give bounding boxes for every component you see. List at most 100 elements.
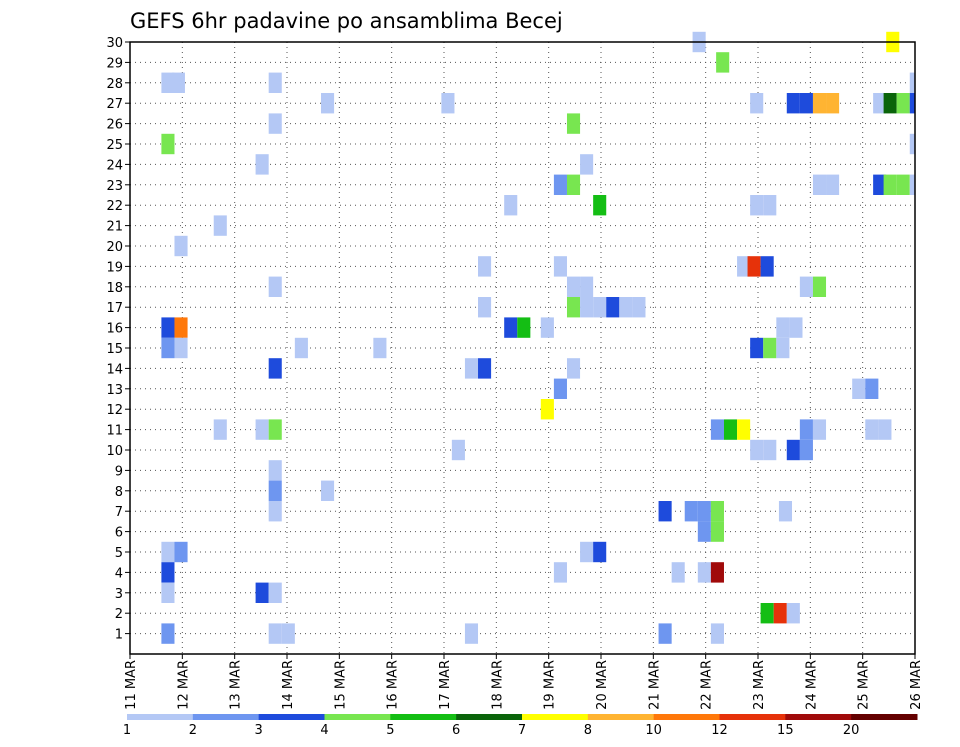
heatmap-cell <box>878 419 892 440</box>
y-tick-label: 4 <box>115 566 123 581</box>
heatmap-cell <box>812 419 827 440</box>
y-tick-label: 15 <box>106 342 123 357</box>
heatmap-cell <box>161 337 175 359</box>
heatmap-cell <box>760 603 774 624</box>
x-tick-label: 13 MAR <box>229 660 244 710</box>
heatmap-cell <box>763 195 777 216</box>
chart-title: GEFS 6hr padavine po ansamblima Becej <box>130 9 563 33</box>
heatmap-cell <box>504 317 518 338</box>
colorbar-label: 6 <box>452 723 460 738</box>
colorbar-segment <box>258 714 325 720</box>
heatmap-cell <box>464 623 479 644</box>
heatmap-cell <box>786 439 800 461</box>
heatmap-cell <box>268 113 282 134</box>
colorbar-segment <box>390 714 457 720</box>
heatmap-cell <box>161 562 175 583</box>
y-tick-label: 25 <box>106 138 123 153</box>
heatmap-cell <box>606 297 620 318</box>
heatmap-cell <box>909 174 915 195</box>
colorbar-segment <box>324 714 391 720</box>
heatmap-cell <box>580 297 594 318</box>
heatmap-cell <box>174 541 188 563</box>
heatmap-cell <box>723 419 738 440</box>
heatmap-cell <box>909 133 915 155</box>
heatmap-cell <box>294 337 308 359</box>
heatmap-cell <box>553 562 567 583</box>
heatmap-cell <box>716 52 730 73</box>
heatmap-cell <box>778 501 793 522</box>
x-tick-label: 12 MAR <box>176 660 191 710</box>
heatmap-cell <box>268 358 282 379</box>
x-tick-label: 15 MAR <box>333 660 348 710</box>
y-tick-label: 21 <box>106 220 123 235</box>
x-tick-label: 22 MAR <box>700 660 715 710</box>
y-tick-label: 28 <box>106 77 123 92</box>
heatmap-cell <box>909 72 915 93</box>
heatmap-cell <box>161 623 175 644</box>
colorbar-segment <box>851 714 918 720</box>
x-axis: 11 MAR 12 MAR 13 MAR 14 MAR 15 MAR 16 MAR 17 M… <box>124 654 924 710</box>
heatmap-cell <box>763 337 777 359</box>
heatmap-cell <box>566 358 581 379</box>
heatmap-cell <box>321 93 335 114</box>
heatmap-cell <box>896 174 910 195</box>
heatmap-cell <box>174 317 188 338</box>
colorbar-segment <box>587 714 655 720</box>
heatmap-cell <box>161 317 175 338</box>
heatmap-cell <box>812 276 827 297</box>
heatmap-cell <box>873 93 887 114</box>
heatmap-cell <box>255 154 269 175</box>
heatmap-cell <box>268 419 282 440</box>
heatmap-cell <box>580 154 594 175</box>
heatmap-cell <box>789 317 803 338</box>
heatmap-cell <box>799 276 813 297</box>
heatmap-cell <box>710 562 724 583</box>
colorbar-segment <box>653 714 720 720</box>
heatmap-cell <box>171 72 185 93</box>
heatmap-cell <box>865 419 879 440</box>
colorbar-label: 1 <box>123 723 131 738</box>
heatmap-cell <box>553 256 567 277</box>
heatmap-cell <box>566 297 581 318</box>
heatmap-cell <box>268 501 282 522</box>
heatmap-cell <box>883 93 897 114</box>
heatmap-cell <box>826 93 840 114</box>
y-tick-label: 5 <box>115 546 123 561</box>
y-tick-label: 24 <box>106 158 123 173</box>
heatmap-cell <box>737 256 751 277</box>
colorbar-label: 20 <box>843 723 860 738</box>
heatmap-cell <box>268 276 282 297</box>
heatmap-cell <box>373 337 387 359</box>
heatmap-cell <box>812 174 827 195</box>
colorbar-label: 4 <box>320 723 328 738</box>
heatmap-cell <box>566 276 581 297</box>
heatmap-cell <box>268 460 282 481</box>
x-tick-label: 20 MAR <box>595 660 610 710</box>
heatmap-cell <box>632 297 646 318</box>
x-tick-label: 23 MAR <box>752 660 767 710</box>
heatmap-cell <box>697 562 711 583</box>
heatmap-cell <box>451 439 465 461</box>
heatmap-cell <box>593 541 607 563</box>
heatmap-cell <box>896 93 910 114</box>
y-tick-label: 23 <box>106 179 123 194</box>
heatmap-cell <box>710 419 724 440</box>
heatmap-cell <box>697 521 711 542</box>
colorbar-segment <box>719 714 786 720</box>
y-tick-label: 26 <box>106 118 123 133</box>
heatmap-cell <box>776 337 790 359</box>
cells-layer <box>161 31 915 644</box>
y-tick-label: 30 <box>106 36 123 51</box>
heatmap-cell <box>799 419 813 440</box>
heatmap-cell <box>593 195 607 216</box>
y-tick-label: 14 <box>106 362 123 377</box>
heatmap-cell <box>671 562 685 583</box>
heatmap-cell <box>684 501 698 522</box>
grid-layer <box>130 41 915 654</box>
heatmap-cell <box>852 378 866 399</box>
y-tick-label: 8 <box>115 485 123 500</box>
heatmap-cell <box>750 93 764 114</box>
x-tick-label: 17 MAR <box>438 660 453 710</box>
colorbar-label: 3 <box>255 723 263 738</box>
